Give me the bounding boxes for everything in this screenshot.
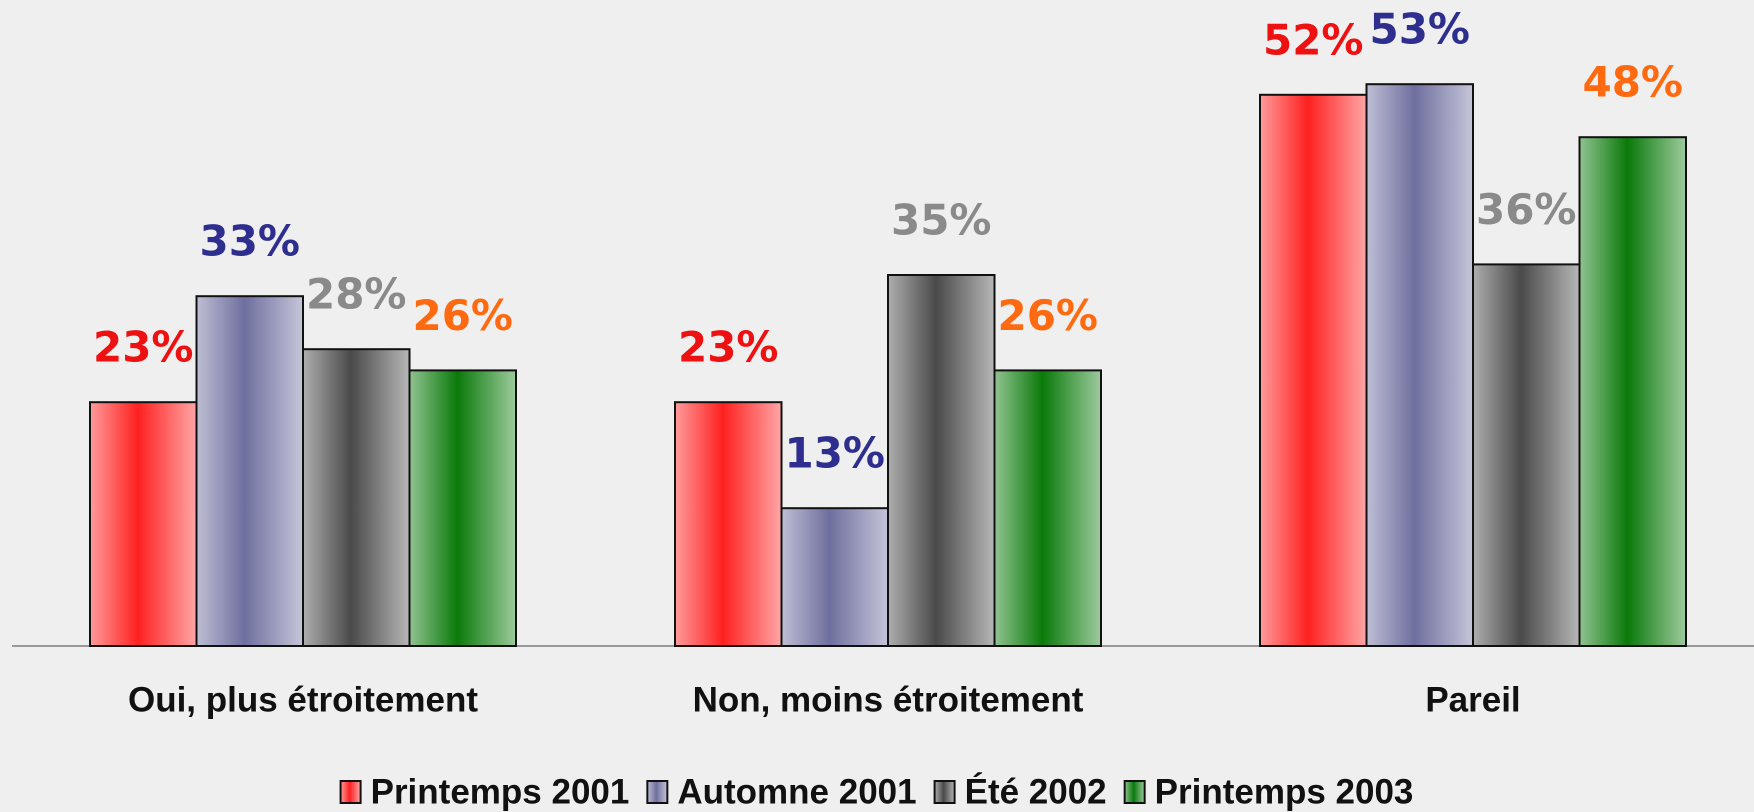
legend-swatch [1123, 780, 1146, 804]
value-label: 52% [1263, 15, 1364, 64]
value-label: 13% [784, 429, 885, 478]
value-label: 26% [997, 291, 1098, 340]
value-label: 33% [199, 217, 300, 266]
value-label: 23% [93, 323, 194, 372]
value-label: 53% [1369, 5, 1470, 54]
x-tick-label: Pareil [1425, 680, 1520, 719]
bar [408, 369, 517, 647]
bar [302, 348, 411, 647]
bar [195, 295, 304, 647]
bar [1578, 136, 1687, 647]
value-label: 26% [412, 291, 513, 340]
legend-label: Automne 2001 [677, 772, 916, 811]
value-label: 23% [678, 323, 779, 372]
bar [1472, 263, 1581, 647]
bar [887, 274, 996, 647]
x-tick-label: Oui, plus étroitement [128, 680, 478, 719]
value-label: 36% [1476, 185, 1577, 234]
bar [1259, 93, 1368, 648]
bar [89, 401, 198, 648]
legend-swatch [646, 780, 669, 804]
x-tick-label: Non, moins étroitement [693, 680, 1084, 719]
bar [1365, 83, 1474, 647]
bar [780, 507, 889, 648]
value-label: 35% [891, 196, 992, 245]
legend-swatch [339, 780, 362, 804]
bar [674, 401, 783, 648]
legend-swatch [933, 780, 956, 804]
legend-label: Printemps 2001 [371, 772, 630, 811]
legend-label: Printemps 2003 [1155, 772, 1414, 811]
bar [993, 369, 1102, 647]
value-label: 28% [306, 270, 407, 319]
value-label: 48% [1582, 58, 1683, 107]
legend-label: Été 2002 [965, 771, 1107, 811]
